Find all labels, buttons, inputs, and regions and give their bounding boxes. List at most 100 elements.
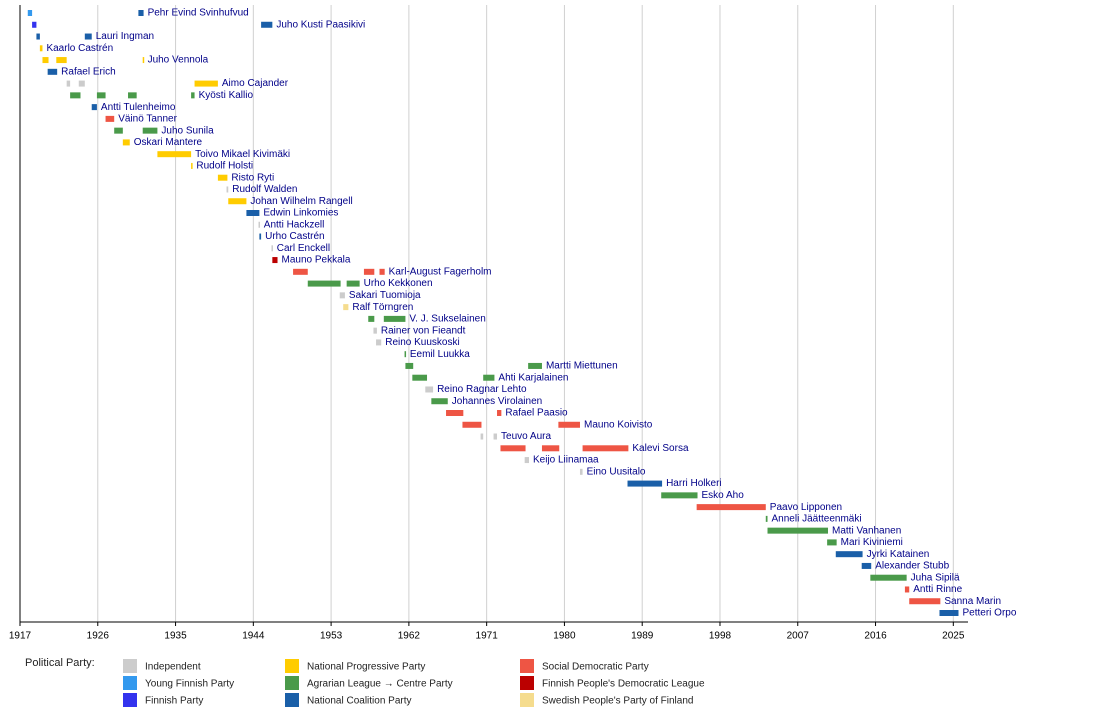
term-bar	[493, 433, 498, 440]
term-bar	[36, 33, 40, 40]
pm-name: Johannes Virolainen	[452, 396, 542, 407]
legend-label: Finnish People's Democratic League	[542, 679, 705, 690]
pm-name: Johan Wilhelm Rangell	[250, 196, 352, 207]
term-bar	[627, 480, 663, 487]
x-tick-label: 2007	[787, 631, 810, 642]
pm-name: Ahti Karjalainen	[498, 372, 568, 383]
term-bar	[696, 504, 766, 511]
pm-name: Lauri Ingman	[96, 31, 154, 42]
legend-label: Swedish People's Party of Finland	[542, 696, 693, 707]
term-bar	[114, 127, 123, 134]
term-bar	[226, 186, 229, 193]
pm-name: Pehr Evind Svinhufvud	[148, 8, 249, 19]
pm-name: Harri Holkeri	[666, 478, 722, 489]
x-tick-label: 2025	[942, 631, 965, 642]
pm-name: Mauno Koivisto	[584, 419, 653, 430]
pm-name: Väinö Tanner	[118, 114, 177, 125]
legend-swatch	[285, 659, 299, 673]
term-bar	[497, 410, 502, 416]
term-bar	[582, 445, 629, 452]
legend-label: National Progressive Party	[307, 662, 425, 673]
pm-name: Sakari Tuomioja	[349, 290, 421, 301]
term-bar	[767, 527, 829, 534]
term-bar	[246, 210, 260, 216]
pm-name: Juho Vennola	[148, 55, 209, 66]
term-bar	[27, 10, 33, 16]
term-bar	[339, 292, 345, 299]
term-bar	[42, 57, 49, 64]
x-tick-label: 1998	[709, 631, 732, 642]
pm-name: Eino Uusitalo	[587, 466, 646, 477]
pm-name: Rainer von Fieandt	[381, 325, 466, 336]
pm-name: Alexander Stubb	[875, 561, 949, 572]
term-bar	[343, 304, 349, 311]
pm-name: Carl Enckell	[277, 243, 330, 254]
pm-name: Jyrki Katainen	[867, 549, 930, 560]
pm-name: Ralf Törngren	[352, 302, 413, 313]
term-bar	[827, 539, 837, 546]
pm-name: Esko Aho	[702, 490, 745, 501]
term-bar	[939, 610, 959, 616]
term-bar	[70, 92, 81, 99]
term-bar	[259, 233, 262, 240]
x-tick-label: 1935	[164, 631, 187, 642]
pm-name: Risto Ryti	[231, 172, 274, 183]
pm-name: Kyösti Kallio	[199, 90, 254, 101]
term-bar	[412, 374, 428, 381]
legend-label: Social Democratic Party	[542, 662, 649, 673]
legend-label: Finnish Party	[145, 696, 203, 707]
term-bar	[379, 268, 385, 275]
legend-label: Young Finnish Party	[145, 679, 234, 690]
term-bar	[431, 398, 448, 405]
term-bar	[47, 68, 58, 75]
legend-label: Agrarian League → Centre Party	[307, 679, 453, 690]
term-bar	[157, 151, 192, 158]
pm-name: Mauno Pekkala	[282, 255, 351, 266]
term-bar	[39, 45, 43, 52]
term-bar	[861, 562, 872, 569]
term-bar	[84, 33, 92, 40]
term-bar	[217, 174, 228, 181]
term-bar	[558, 421, 580, 428]
term-bar	[446, 410, 464, 416]
term-bar	[105, 115, 115, 122]
legend-swatch	[520, 676, 534, 690]
legend-label: Independent	[145, 662, 201, 673]
x-tick-label: 1953	[320, 631, 343, 642]
x-tick-label: 1926	[87, 631, 110, 642]
pm-name: Reino Ragnar Lehto	[437, 384, 527, 395]
pm-name: Keijo Liinamaa	[533, 455, 599, 466]
term-bar	[142, 127, 158, 134]
term-bar	[194, 80, 218, 87]
pm-name: Juha Sipilä	[911, 572, 960, 583]
pm-name: Urho Kekkonen	[364, 278, 433, 289]
term-bar	[579, 468, 583, 475]
legend-swatch	[123, 693, 137, 707]
pm-name: Kalevi Sorsa	[632, 443, 689, 454]
term-bar	[383, 315, 406, 322]
x-tick-label: 1980	[553, 631, 576, 642]
pm-name: Edwin Linkomies	[263, 208, 338, 219]
legend-swatch	[285, 693, 299, 707]
term-bar	[142, 57, 145, 64]
pm-name: Martti Miettunen	[546, 361, 618, 372]
x-tick-label: 1917	[9, 631, 32, 642]
term-bar	[368, 315, 375, 322]
term-bar	[462, 421, 482, 428]
term-bar	[363, 268, 375, 275]
pm-name: Antti Tulenheimo	[101, 102, 176, 113]
pm-name: Rafael Erich	[61, 66, 115, 77]
term-bar	[258, 221, 261, 228]
term-bar	[346, 280, 360, 287]
pm-name: V. J. Sukselainen	[409, 314, 485, 325]
pm-name: Toivo Mikael Kivimäki	[195, 149, 290, 160]
term-bar	[376, 339, 382, 346]
term-bar	[228, 198, 247, 205]
term-bar	[405, 362, 414, 369]
term-bar	[96, 92, 106, 99]
x-tick-label: 2016	[864, 631, 887, 642]
pm-name: Paavo Lipponen	[770, 502, 842, 513]
pm-name: Aimo Cajander	[222, 78, 289, 89]
pm-name: Rudolf Walden	[232, 184, 297, 195]
term-bar	[870, 574, 907, 581]
